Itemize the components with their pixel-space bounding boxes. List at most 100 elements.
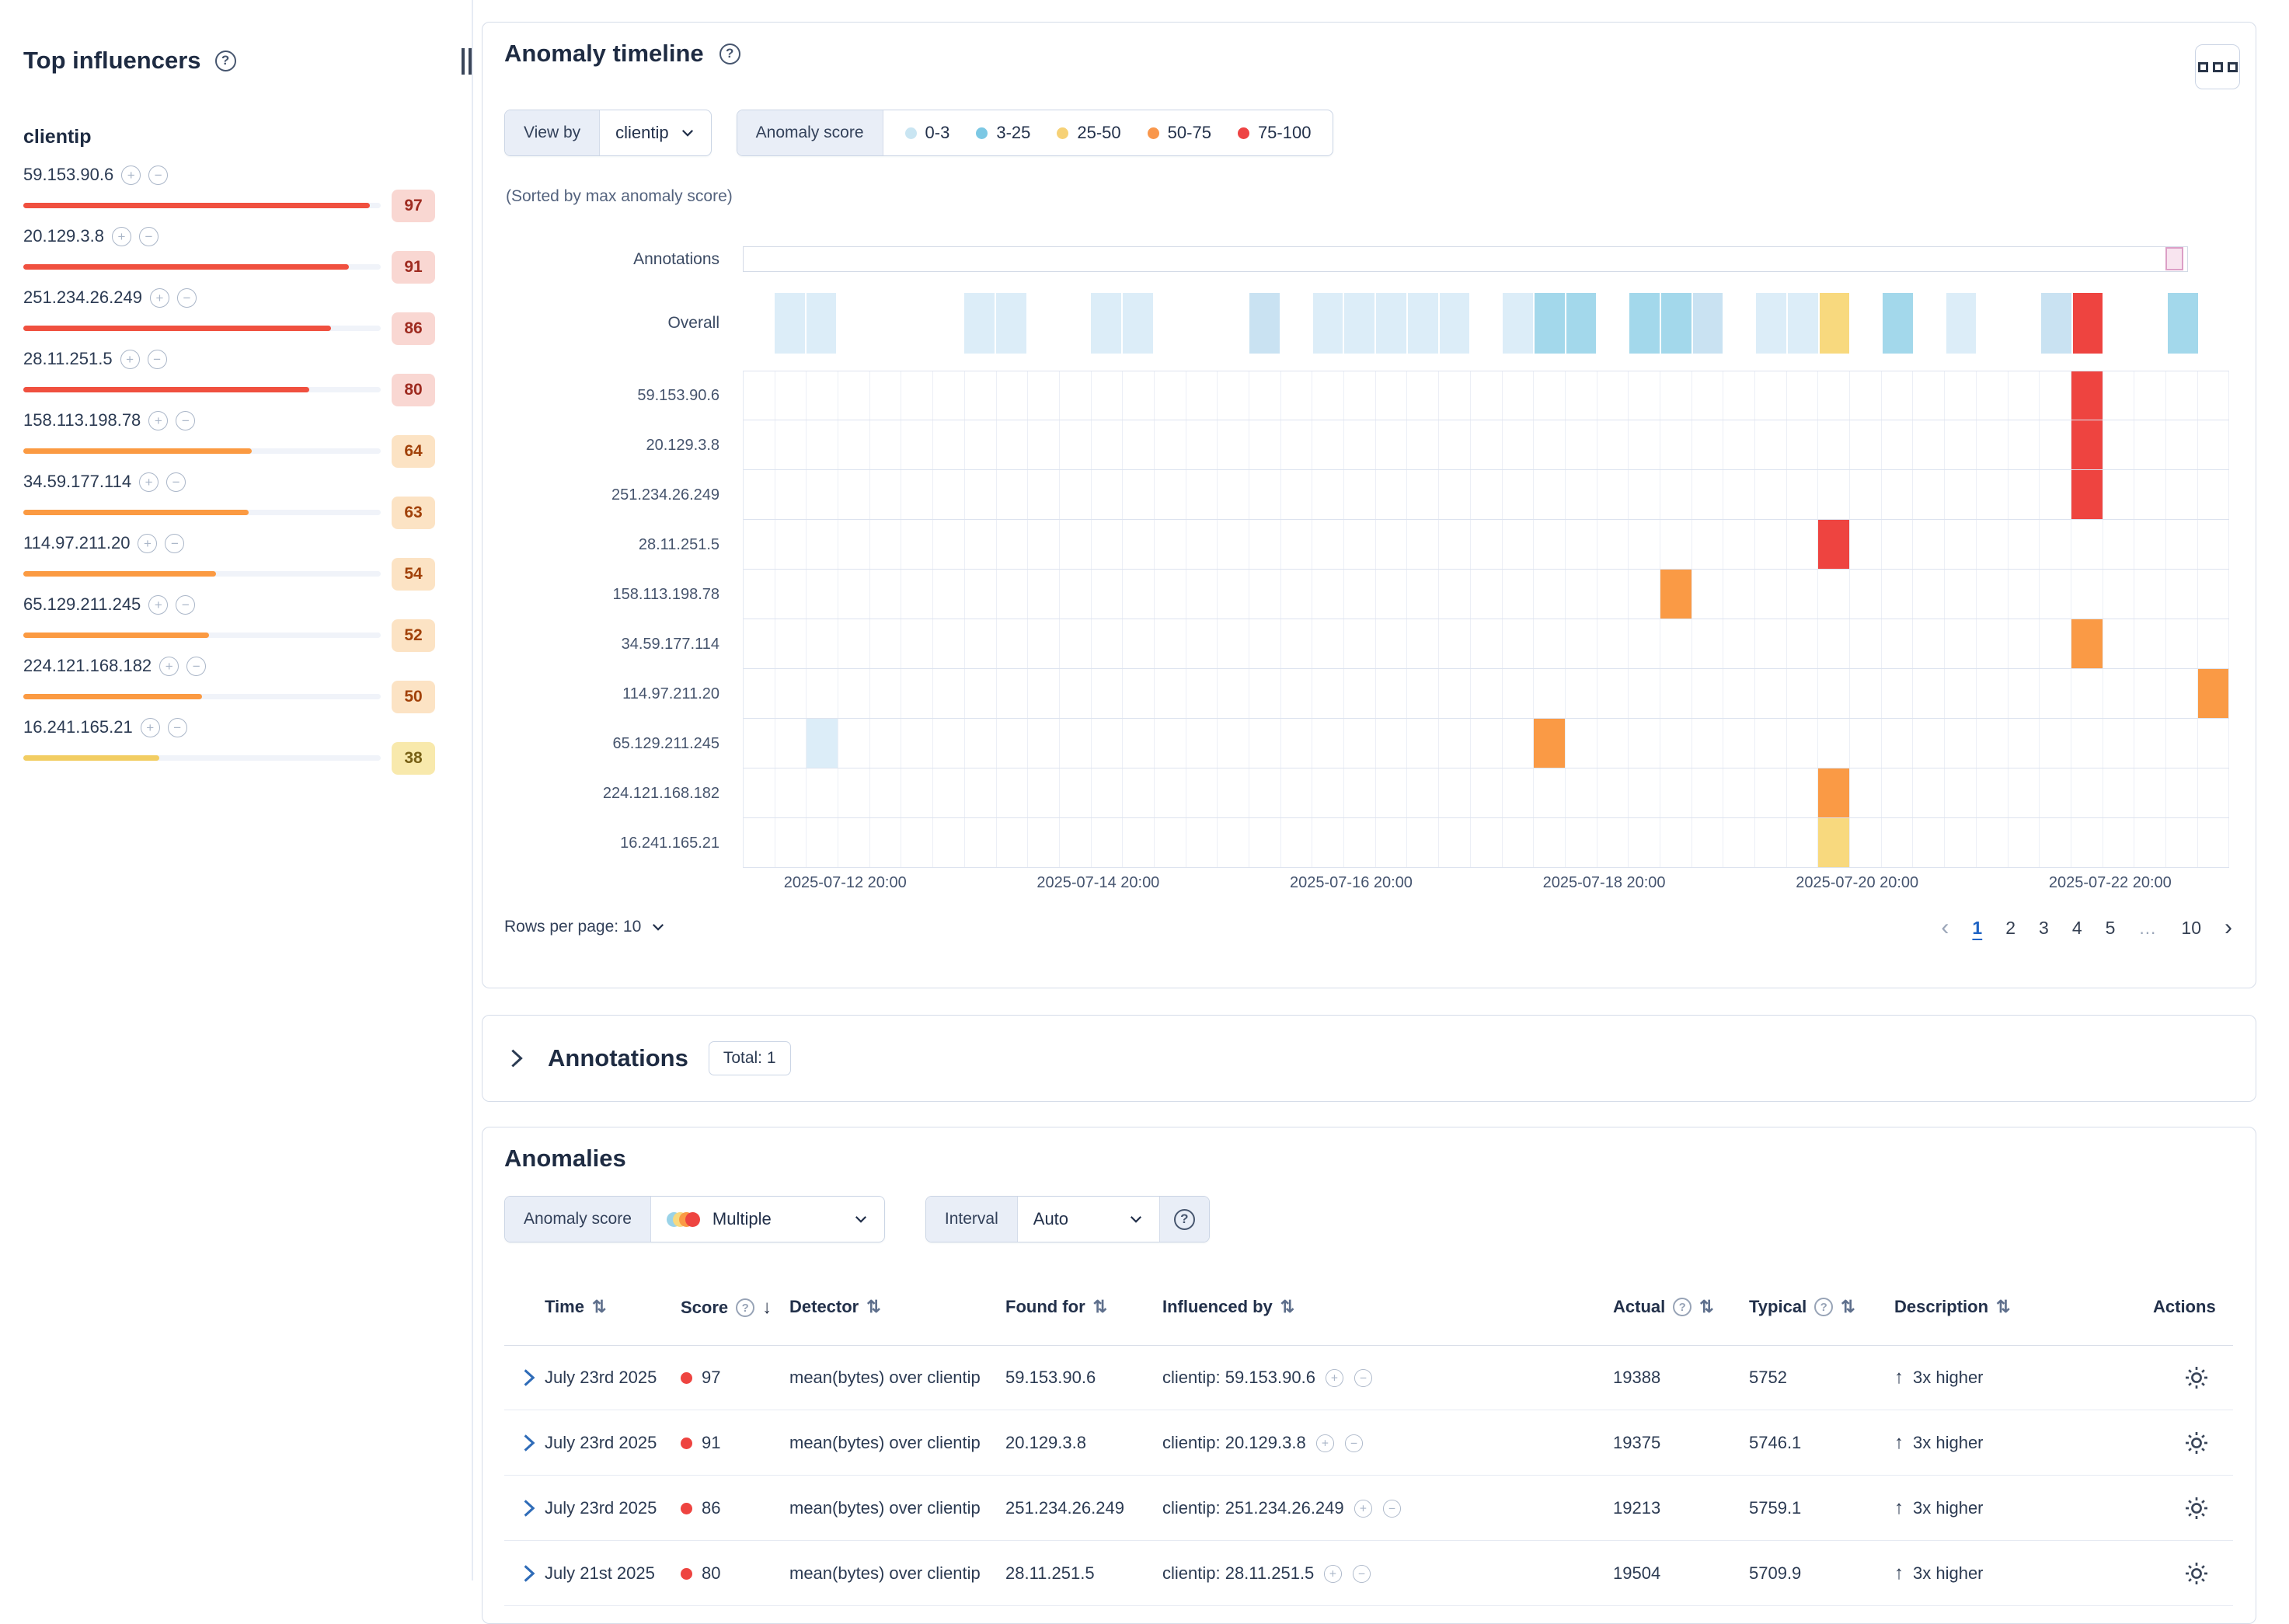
row-actions-gear-icon[interactable] [2184,1541,2209,1606]
swimlane-cell[interactable] [1913,818,1946,867]
swimlane-cell[interactable] [1913,669,1946,718]
swimlane-cell[interactable] [2040,768,2071,817]
swimlane-cell[interactable] [1249,520,1281,569]
swimlane-cells[interactable] [743,768,2230,818]
swimlane-cell[interactable] [2071,371,2103,420]
swimlane-cell[interactable] [1629,420,1660,469]
page-button[interactable]: 3 [2039,917,2049,938]
swimlane-cell[interactable] [1218,420,1249,469]
swimlane-cell[interactable] [1913,520,1946,569]
swimlane-cell[interactable] [1439,669,1471,718]
remove-filter-icon[interactable]: − [176,288,197,308]
swimlane-cell[interactable] [1028,818,1060,867]
swimlane-cell[interactable] [1218,719,1249,768]
swimlane-cell[interactable] [1471,619,1503,668]
swimlane-cell[interactable] [1787,470,1819,519]
swimlane-cell[interactable] [1439,768,1471,817]
swimlane-cell[interactable] [2166,768,2198,817]
swimlane-cell[interactable] [2103,570,2135,619]
swimlane-cell[interactable] [2134,371,2166,420]
swimlane-cell[interactable] [744,371,775,420]
annotations-lane[interactable] [743,246,2188,272]
help-icon[interactable]: ? [214,50,236,71]
swimlane-cell[interactable] [1471,470,1503,519]
swimlane-cell[interactable] [965,520,997,569]
swimlane-cell[interactable] [1787,520,1819,569]
remove-filter-icon[interactable]: − [1344,1434,1363,1452]
swimlane-cell[interactable] [1566,768,1597,817]
swimlane-cell[interactable] [775,570,807,619]
swimlane-cell[interactable] [2071,818,2103,867]
swimlane-cell[interactable] [1407,669,1440,718]
swimlane-cells[interactable] [743,520,2230,570]
swimlane-cell[interactable] [1755,420,1787,469]
swimlane-cell[interactable] [744,570,775,619]
overall-cell[interactable] [996,293,1026,354]
swimlane-cell[interactable] [901,420,934,469]
swimlane-cell[interactable] [1249,371,1281,420]
overall-cell[interactable] [1629,293,1660,354]
swimlane-cell[interactable] [1028,371,1060,420]
swimlane-cell[interactable] [1755,520,1787,569]
swimlane-cell[interactable] [870,669,902,718]
swimlane-cell[interactable] [1092,420,1124,469]
swimlane-cell[interactable] [1407,619,1440,668]
swimlane-cell[interactable] [775,669,807,718]
overall-cell[interactable] [869,293,900,354]
overall-cell[interactable] [1503,293,1533,354]
swimlane-cell[interactable] [1281,719,1313,768]
swimlane-cell[interactable] [901,619,934,668]
overall-cell[interactable] [806,293,837,354]
swimlane-cell[interactable] [2103,619,2135,668]
swimlane-cell[interactable] [838,818,870,867]
swimlane-cell[interactable] [1186,420,1218,469]
swimlane-cell[interactable] [1755,470,1787,519]
swimlane-cell[interactable] [1818,719,1851,768]
swimlane-cell[interactable] [1186,619,1218,668]
overall-cell[interactable] [1280,293,1312,354]
influencer-name[interactable]: 114.97.211.20 [23,533,131,552]
swimlane-cell[interactable] [1092,619,1124,668]
swimlane-cell[interactable] [2009,520,2040,569]
overall-cell[interactable] [774,293,805,354]
swimlane-cell[interactable] [1503,371,1535,420]
swimlane-cell[interactable] [1534,470,1566,519]
swimlane-cell[interactable] [1629,818,1660,867]
swimlane-cell[interactable] [1755,371,1787,420]
swimlane-cell[interactable] [1503,619,1535,668]
swimlane-cell[interactable] [1218,619,1249,668]
swimlane-cell[interactable] [901,669,934,718]
swimlane-cell[interactable] [1913,619,1946,668]
swimlane-cell[interactable] [1945,520,1977,569]
swimlane-cell[interactable] [2198,420,2230,469]
swimlane-cell[interactable] [965,570,997,619]
overall-cell[interactable] [1756,293,1786,354]
swimlane-cell[interactable] [2166,719,2198,768]
swimlane-cell[interactable] [901,768,934,817]
swimlane-cell[interactable] [1376,768,1408,817]
swimlane-cell[interactable] [1344,420,1376,469]
swimlane-cell[interactable] [1123,371,1155,420]
swimlane-cell[interactable] [2166,520,2198,569]
swimlane-cell[interactable] [2009,818,2040,867]
influencer-name[interactable]: 224.121.168.182 [23,656,152,675]
swimlane-cell[interactable] [1186,719,1218,768]
swimlane-cell[interactable] [1028,768,1060,817]
overall-cell[interactable] [1692,293,1723,354]
swimlane-cell[interactable] [1092,818,1124,867]
swimlane-cell[interactable] [1312,520,1345,569]
remove-filter-icon[interactable]: − [147,349,167,369]
swimlane-cell[interactable] [1155,371,1186,420]
swimlane-cell[interactable] [1692,619,1724,668]
overall-cell[interactable] [1027,293,1058,354]
swimlane-cell[interactable] [965,818,997,867]
influencer-name[interactable]: 251.234.26.249 [23,288,142,307]
swimlane-cell[interactable] [2009,768,2040,817]
swimlane-cell[interactable] [2071,669,2103,718]
swimlane-cell[interactable] [1060,520,1092,569]
swimlane-cell[interactable] [1597,371,1629,420]
swimlane-cell[interactable] [1787,420,1819,469]
swimlane-cell[interactable] [1186,818,1218,867]
page-button[interactable]: 5 [2105,917,2116,938]
overall-cell[interactable] [1376,293,1406,354]
